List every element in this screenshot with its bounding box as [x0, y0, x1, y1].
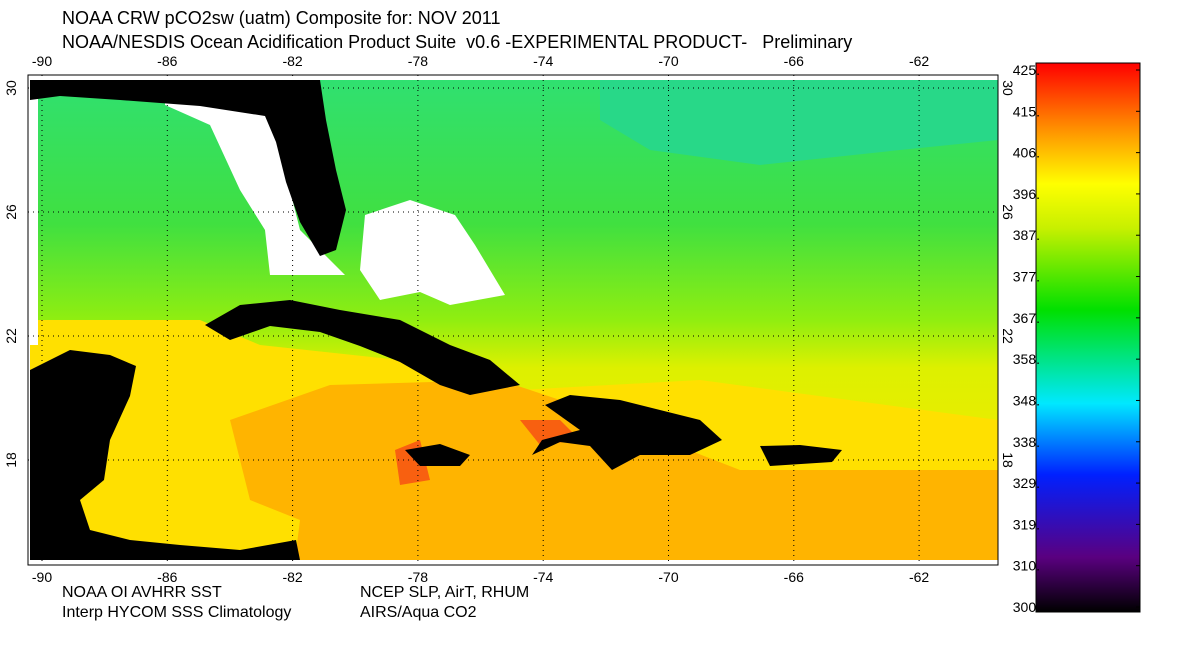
lat-label: 18: [1000, 452, 1016, 468]
lon-label: -62: [909, 569, 929, 585]
colorbar-label: 415.: [1013, 103, 1040, 119]
colorbar-label: 377.: [1013, 269, 1040, 285]
footer-text: AIRS/Aqua CO2: [360, 604, 477, 621]
lon-label: -90: [32, 569, 52, 585]
colorbar-label: 425.: [1013, 62, 1040, 78]
graticule: [28, 75, 998, 565]
no-data: [360, 200, 505, 305]
colorbar: [1035, 62, 1141, 613]
colorbar-label: 358.: [1013, 351, 1040, 367]
ocean-orange: [230, 380, 998, 560]
colorbar-label: 348.: [1013, 392, 1040, 408]
map-frame: [27, 74, 999, 566]
lat-label: 18: [3, 452, 19, 468]
lon-label: -78: [408, 53, 428, 69]
no-data: [165, 80, 345, 275]
colorbar-label: 329.: [1013, 475, 1040, 491]
ticks: -90 -90 -86 -86 -82 -82 -78 -78 -74 -74 -70 -70 -66 -…: [3, 53, 1016, 585]
footer-text: NOAA OI AVHRR SST: [62, 584, 222, 601]
lat-label: 26: [3, 204, 19, 220]
colorbar-label: 387.: [1013, 227, 1040, 243]
land-central-america: [30, 350, 300, 560]
lon-label: -74: [533, 569, 553, 585]
colorbar-labels: 425. 415. 406. 396. 387. 377. 367. 358. 348. 338.…: [1013, 62, 1140, 615]
lat-label: 26: [1000, 204, 1016, 220]
title: NOAA CRW pCO2sw (uatm) Composite for: NO…: [62, 8, 500, 28]
ocean-cyan: [600, 80, 998, 165]
lon-label: -86: [157, 569, 177, 585]
lat-label: 30: [3, 80, 19, 96]
land-hispaniola: [532, 395, 722, 470]
lon-label: -70: [658, 53, 678, 69]
colorbar-label: 319.: [1013, 516, 1040, 532]
lon-label: -82: [282, 53, 302, 69]
subtitle: NOAA/NESDIS Ocean Acidification Product …: [62, 32, 852, 52]
lon-label: -90: [32, 53, 52, 69]
lon-label: -74: [533, 53, 553, 69]
lat-label: 30: [1000, 80, 1016, 96]
colorbar-label: 338.: [1013, 434, 1040, 450]
lon-label: -62: [909, 53, 929, 69]
colorbar-label: 300.: [1013, 599, 1040, 615]
map: [27, 74, 999, 566]
lon-label: -66: [784, 569, 804, 585]
land-florida: [30, 80, 346, 256]
land-cuba: [205, 300, 520, 395]
lon-label: -70: [658, 569, 678, 585]
lon-label: -78: [408, 569, 428, 585]
land-puerto-rico: [760, 445, 842, 466]
lon-label: -86: [157, 53, 177, 69]
lat-label: 22: [1000, 328, 1016, 344]
colorbar-label: 310.: [1013, 558, 1040, 574]
colorbar-label: 367.: [1013, 310, 1040, 326]
colorbar-label: 396.: [1013, 186, 1040, 202]
lat-label: 22: [3, 328, 19, 344]
colorbar-label: 406.: [1013, 145, 1040, 161]
footer-text: Interp HYCOM SSS Climatology: [62, 604, 291, 621]
lon-label: -66: [784, 53, 804, 69]
lon-label: -82: [282, 569, 302, 585]
footer-text: NCEP SLP, AirT, RHUM: [360, 584, 529, 601]
